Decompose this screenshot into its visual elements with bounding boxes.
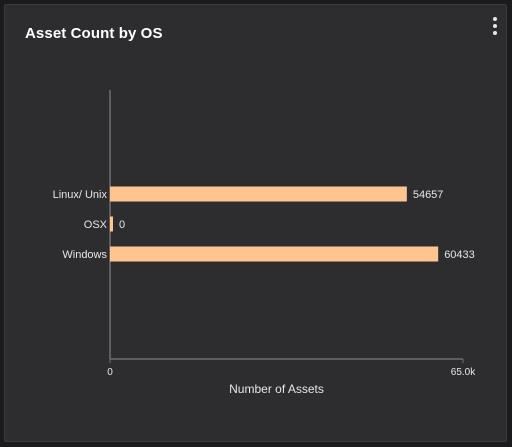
bar	[110, 216, 113, 232]
more-options-icon[interactable]	[490, 16, 500, 38]
x-tick-label: 0	[107, 367, 113, 378]
chart-title: Asset Count by OS	[25, 25, 163, 42]
data-label: 0	[119, 219, 125, 231]
bar	[110, 186, 407, 202]
x-axis-title: Number of Assets	[229, 382, 324, 396]
data-label: 60433	[444, 249, 475, 261]
x-tick-label: 65.0k	[451, 367, 476, 378]
category-label: OSX	[84, 219, 108, 231]
category-label: Windows	[62, 249, 107, 261]
chart-card: Asset Count by OS	[4, 4, 507, 442]
menu-dot	[493, 24, 497, 28]
menu-dot	[493, 31, 497, 35]
category-label: Linux/ Unix	[53, 189, 108, 201]
bar	[110, 246, 439, 262]
menu-dot	[493, 17, 497, 21]
data-label: 54657	[413, 189, 444, 201]
